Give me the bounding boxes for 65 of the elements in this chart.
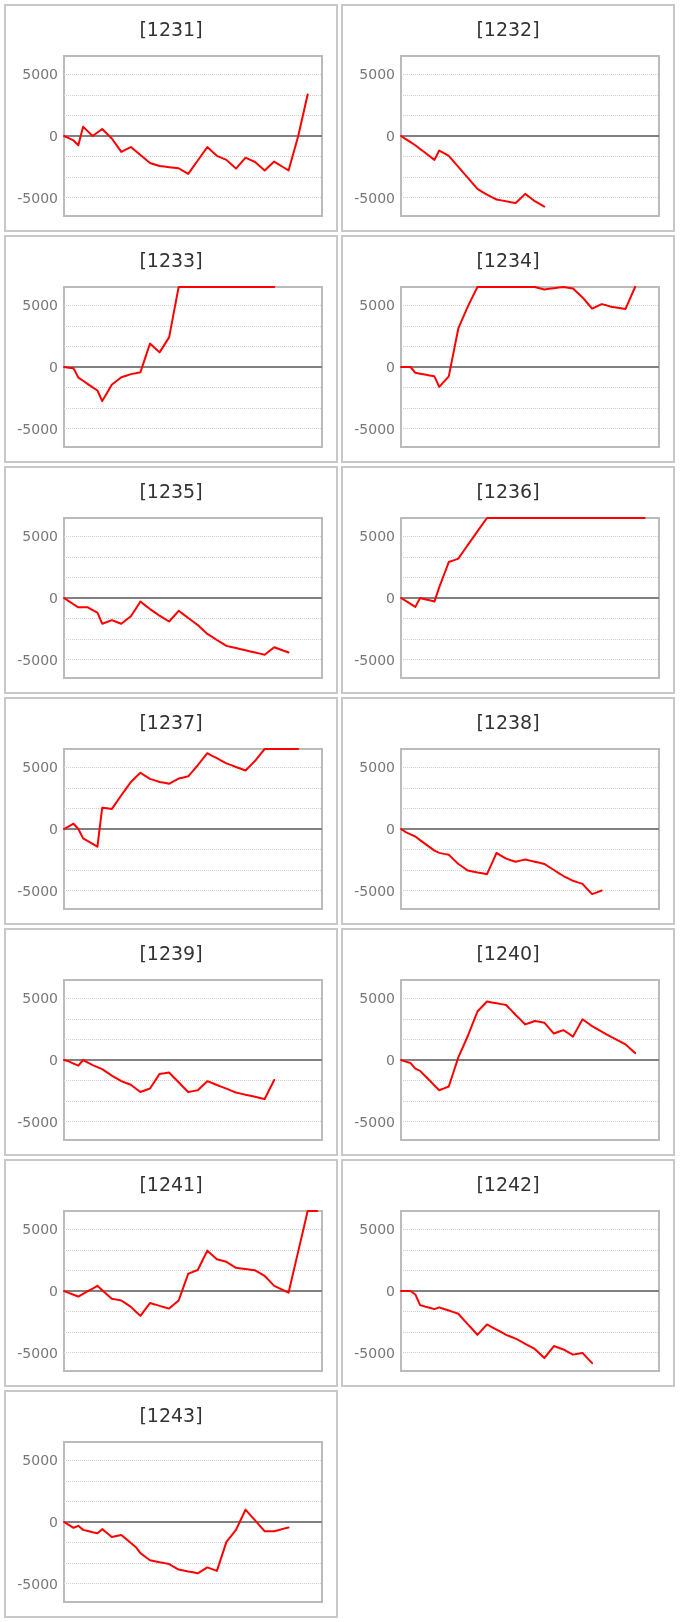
y-tick-label: 5000	[359, 66, 395, 83]
line-series	[63, 286, 276, 403]
y-tick-label: 0	[49, 359, 58, 375]
y-tick-label: 0	[49, 1514, 58, 1530]
line-series	[400, 1290, 594, 1365]
y-tick-label: -5000	[17, 882, 58, 899]
y-tick-label: -5000	[354, 189, 395, 206]
y-tick-label: -5000	[354, 1113, 395, 1130]
line-series	[63, 748, 300, 848]
y-tick-label: 5000	[22, 297, 58, 314]
y-tick-label: -5000	[17, 1344, 58, 1361]
y-tick-label: 0	[49, 1052, 58, 1068]
y-tick-label: 5000	[22, 528, 58, 545]
y-tick-label: 5000	[359, 759, 395, 776]
y-tick-label: -5000	[354, 882, 395, 899]
y-tick-label: -5000	[17, 651, 58, 668]
y-tick-label: -5000	[354, 1344, 395, 1361]
y-tick-label: 0	[49, 590, 58, 606]
chart-title: [1243]	[139, 1403, 203, 1426]
y-tick-label: 5000	[22, 1452, 58, 1469]
line-series	[63, 1210, 319, 1317]
y-tick-label: 0	[386, 590, 395, 606]
chart-title: [1241]	[139, 1172, 203, 1195]
y-tick-label: 5000	[359, 1221, 395, 1238]
y-tick-label: 5000	[22, 66, 58, 83]
y-tick-label: 0	[386, 1283, 395, 1299]
chart-title: [1233]	[139, 248, 203, 271]
y-tick-label: 5000	[359, 297, 395, 314]
line-series	[400, 517, 646, 608]
y-tick-label: 5000	[359, 528, 395, 545]
y-tick-label: 0	[49, 128, 58, 144]
chart-title: [1237]	[139, 710, 203, 733]
chart-title: [1231]	[139, 17, 203, 40]
chart-title: [1239]	[139, 941, 203, 964]
y-tick-label: -5000	[17, 1113, 58, 1130]
line-series	[63, 1059, 276, 1101]
y-tick-label: 0	[386, 1052, 395, 1068]
line-series	[63, 597, 290, 656]
chart-title: [1238]	[476, 710, 540, 733]
line-series	[400, 828, 603, 896]
line-series	[400, 135, 546, 208]
y-tick-label: 0	[49, 821, 58, 837]
line-series	[400, 286, 637, 388]
y-tick-label: 5000	[22, 759, 58, 776]
chart-title: [1234]	[476, 248, 540, 271]
chart-title: [1235]	[139, 479, 203, 502]
y-tick-label: -5000	[354, 651, 395, 668]
chart-title: [1240]	[476, 941, 540, 964]
y-tick-label: 0	[386, 821, 395, 837]
y-tick-label: -5000	[17, 189, 58, 206]
y-tick-label: 0	[386, 128, 395, 144]
line-series	[400, 1000, 637, 1092]
y-tick-label: 5000	[359, 990, 395, 1007]
chart-title: [1236]	[476, 479, 540, 502]
chart-title: [1232]	[476, 17, 540, 40]
y-tick-label: 0	[386, 359, 395, 375]
y-tick-label: 5000	[22, 990, 58, 1007]
y-tick-label: 5000	[22, 1221, 58, 1238]
y-tick-label: -5000	[17, 420, 58, 437]
y-tick-label: 0	[49, 1283, 58, 1299]
chart-title: [1242]	[476, 1172, 540, 1195]
y-tick-label: -5000	[17, 1575, 58, 1592]
y-tick-label: -5000	[354, 420, 395, 437]
line-series	[63, 1508, 290, 1575]
line-series	[63, 93, 309, 175]
